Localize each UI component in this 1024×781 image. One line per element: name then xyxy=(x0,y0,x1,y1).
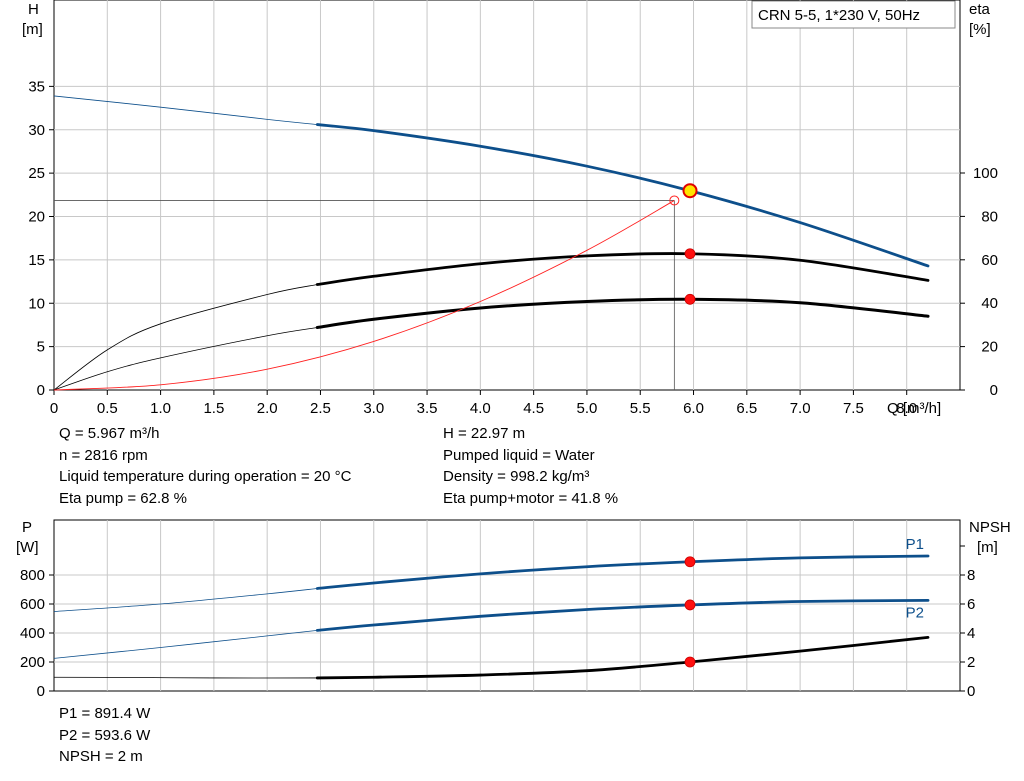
top-series-1-thin-line xyxy=(53,284,318,391)
duty-point-marker xyxy=(669,195,680,206)
npsh-tick-label: 6 xyxy=(967,596,975,613)
p-tick-label: 600 xyxy=(20,596,45,613)
x-tick-label: 1.0 xyxy=(150,400,171,417)
top-series-1-line xyxy=(315,252,930,286)
x-tick-label: 2.5 xyxy=(310,400,331,417)
x-tick-label: 3.0 xyxy=(363,400,384,417)
info-top-left: Q = 5.967 m³/h n = 2816 rpm Liquid tempe… xyxy=(59,423,351,509)
info-bottom: P1 = 891.4 W P2 = 593.6 W NPSH = 2 m xyxy=(59,703,150,768)
y-right-tick-label: 40 xyxy=(981,295,998,312)
y-left-tick-label: 20 xyxy=(28,209,45,226)
bottom-series-0-thin-line xyxy=(53,588,318,612)
top-series-0-line xyxy=(315,123,930,268)
x-tick-label: 5.0 xyxy=(577,400,598,417)
y-right-tick-label: 0 xyxy=(990,382,998,399)
x-tick-label: 4.0 xyxy=(470,400,491,417)
npsh-tick-label: 8 xyxy=(967,567,975,584)
npsh-axis-label: NPSH xyxy=(969,519,1011,536)
y-left-axis-label: H xyxy=(28,1,39,18)
series-label-p1: P1 xyxy=(906,536,924,553)
chart-title: CRN 5-5, 1*230 V, 50Hz xyxy=(758,7,920,24)
y-right-tick-label: 20 xyxy=(981,339,998,356)
x-tick-label: 4.5 xyxy=(523,400,544,417)
bottom-series-2-line xyxy=(315,635,930,680)
x-tick-label: 1.5 xyxy=(203,400,224,417)
npsh-tick-label: 0 xyxy=(967,683,975,700)
info-liquid-temperature: Liquid temperature during operation = 20… xyxy=(59,468,352,485)
y-left-tick-label: 15 xyxy=(28,252,45,269)
bottom-plot-frame xyxy=(53,519,961,692)
y-left-tick-label: 10 xyxy=(28,295,45,312)
top-series-2-thin-line xyxy=(53,327,318,391)
x-tick-label: 3.5 xyxy=(417,400,438,417)
p-axis-unit: [W] xyxy=(16,539,39,556)
y-left-tick-label: 25 xyxy=(28,165,45,182)
y-left-tick-label: 5 xyxy=(37,339,45,356)
y-right-tick-label: 100 xyxy=(973,165,998,182)
y-left-axis-unit: [m] xyxy=(22,21,43,38)
p-tick-label: 0 xyxy=(37,683,45,700)
x-tick-label: 8.0 xyxy=(896,400,917,417)
info-density: Density = 998.2 kg/m³ xyxy=(443,468,590,485)
x-axis-label: Q [m³/h] xyxy=(887,400,941,417)
bottom-series-2-thin-line xyxy=(53,676,318,679)
x-tick-label: 2.0 xyxy=(257,400,278,417)
info-flow: Q = 5.967 m³/h xyxy=(59,425,160,442)
top-plot-frame xyxy=(53,0,961,391)
y-left-tick-label: 0 xyxy=(37,382,45,399)
info-npsh: NPSH = 2 m xyxy=(59,748,143,765)
p-tick-label: 400 xyxy=(20,625,45,642)
info-speed: n = 2816 rpm xyxy=(59,446,148,464)
operating-marker xyxy=(684,248,696,260)
x-tick-label: 6.0 xyxy=(683,400,704,417)
y-left-tick-label: 35 xyxy=(28,78,45,95)
npsh-axis-unit: [m] xyxy=(977,539,998,556)
operating-marker xyxy=(684,556,696,568)
y-right-tick-label: 80 xyxy=(981,208,998,225)
top-series-0-thin-line xyxy=(53,95,318,125)
bottom-series-1-line xyxy=(315,598,930,632)
series-label-p2: P2 xyxy=(906,604,924,621)
info-pumped-liquid: Pumped liquid = Water xyxy=(443,446,595,464)
y-right-tick-label: 60 xyxy=(981,252,998,269)
npsh-tick-label: 2 xyxy=(967,654,975,671)
top-series-3-line xyxy=(53,200,675,391)
operating-marker xyxy=(684,656,696,668)
p-axis-label: P xyxy=(22,519,32,536)
top-series-2-line xyxy=(315,297,930,329)
info-p2: P2 = 593.6 W xyxy=(59,726,151,744)
x-tick-label: 0.5 xyxy=(97,400,118,417)
info-top-right: H = 22.97 m Pumped liquid = Water Densit… xyxy=(443,423,618,509)
y-right-axis-unit: [%] xyxy=(969,21,991,38)
p-tick-label: 200 xyxy=(20,654,45,671)
info-eta-pump: Eta pump = 62.8 % xyxy=(59,489,187,507)
operating-marker xyxy=(684,599,696,611)
y-left-tick-label: 30 xyxy=(28,122,45,139)
info-head: H = 22.97 m xyxy=(443,425,526,442)
operating-point-marker xyxy=(682,183,698,199)
x-tick-label: 6.5 xyxy=(736,400,757,417)
power-npsh-chart: 0 200 400 600 800 0 2 4 6 8 P [W] NPSH [m] P1 P2 xyxy=(16,519,1011,700)
hq-eta-chart: 0 0.5 1.0 1.5 2.0 2.5 3.0 3.5 4.0 4.5 5.0 5.5 6.0 6.5… xyxy=(22,0,998,417)
y-right-axis-label: eta xyxy=(969,1,991,18)
npsh-tick-label: 4 xyxy=(967,625,975,642)
x-tick-label: 7.5 xyxy=(843,400,864,417)
x-tick-label: 7.0 xyxy=(790,400,811,417)
operating-marker xyxy=(684,293,696,305)
x-tick-label: 5.5 xyxy=(630,400,651,417)
info-p1: P1 = 891.4 W xyxy=(59,705,151,722)
x-tick-label: 0 xyxy=(50,400,58,417)
p-tick-label: 800 xyxy=(20,567,45,584)
title-box xyxy=(751,0,956,29)
bottom-series-0-line xyxy=(315,554,930,590)
bottom-series-1-thin-line xyxy=(53,629,318,659)
info-eta-pump-motor: Eta pump+motor = 41.8 % xyxy=(443,489,619,507)
